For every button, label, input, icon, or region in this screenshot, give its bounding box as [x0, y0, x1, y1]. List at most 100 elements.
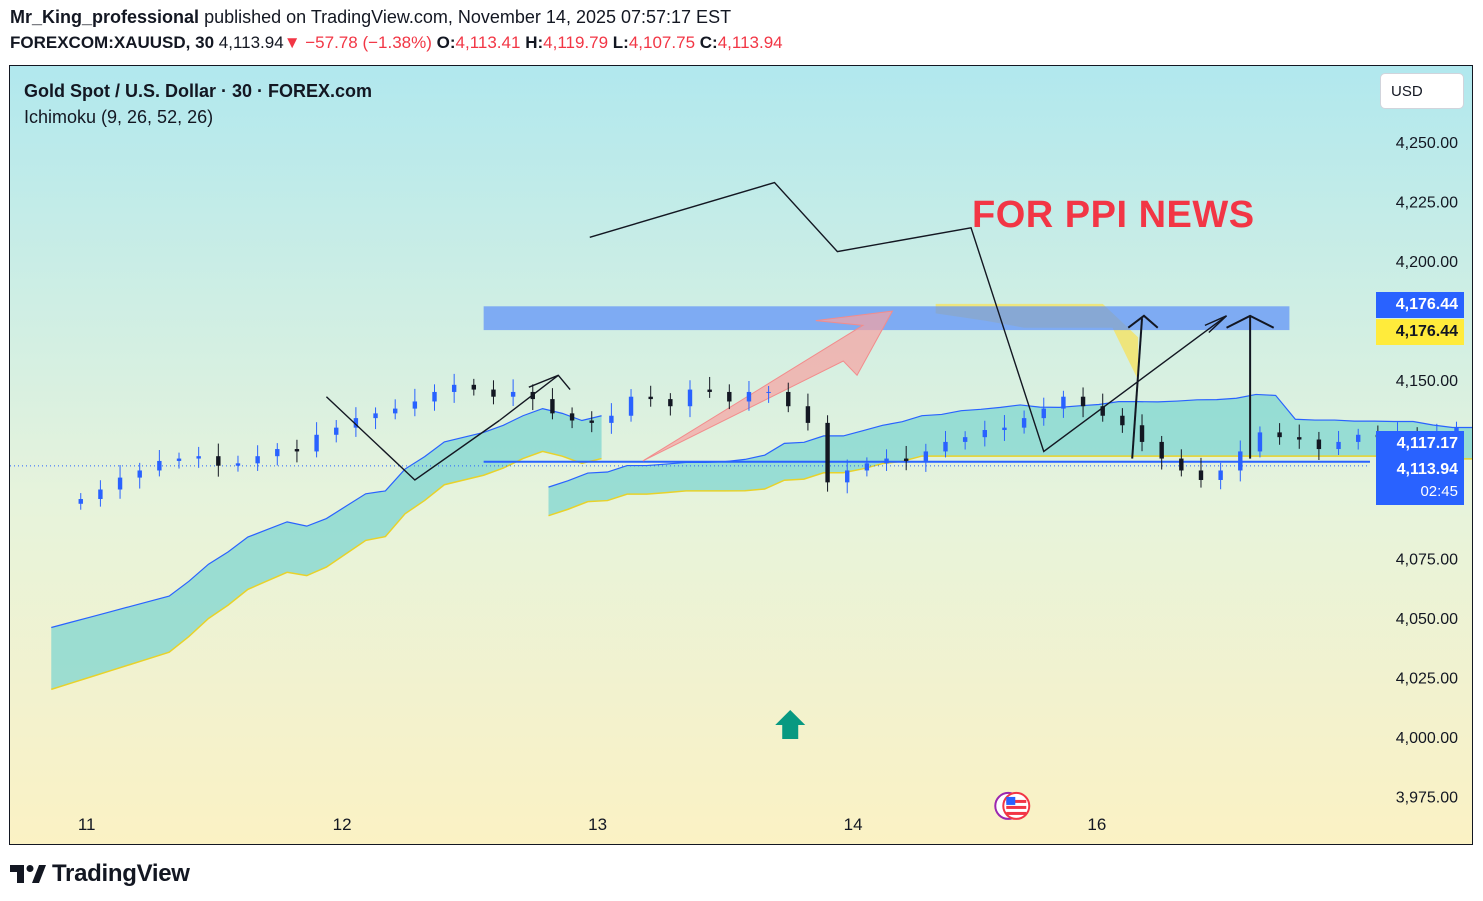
candle-body: [982, 430, 987, 438]
indicator-legend[interactable]: Ichimoku (9, 26, 52, 26): [24, 107, 214, 127]
candle-body: [1218, 470, 1223, 480]
current-price-value: 4,113.94: [1396, 461, 1458, 478]
candle-body: [1297, 437, 1302, 440]
candle-body: [845, 470, 850, 483]
candle-body: [1139, 425, 1145, 442]
candle-body: [1179, 458, 1184, 471]
kijun-price-tag: 4,176.44: [1376, 319, 1464, 345]
high-value: 4,119.79: [543, 33, 609, 52]
senkou-span-a-history: [51, 407, 602, 629]
breakout-arrowhead: [528, 374, 571, 391]
x-tick-label: 13: [588, 815, 607, 834]
candle-body: [1316, 439, 1322, 450]
candle-body: [648, 396, 653, 400]
candle-body: [275, 449, 280, 457]
y-tick-label: 4,075.00: [1396, 551, 1458, 568]
chart-area[interactable]: 4,250.00 4,225.00 4,200.00 4,150.00 4,075.00…: [9, 65, 1473, 845]
candle-body: [294, 449, 300, 452]
flag-stripe: [1006, 811, 1027, 815]
candle-body: [157, 460, 162, 471]
candle-body: [864, 463, 870, 471]
candle-body: [1238, 451, 1243, 471]
candle-body: [805, 406, 811, 423]
y-tick-label: 4,050.00: [1396, 611, 1458, 628]
candle-body: [1257, 432, 1263, 452]
candle-body: [707, 389, 712, 392]
y-tick-label: 4,025.00: [1396, 670, 1458, 687]
support-price-tag: 4,117.17: [1376, 431, 1464, 457]
forecast-arrow: [642, 310, 894, 462]
candle-body: [373, 413, 378, 419]
flag-stripe: [1006, 799, 1027, 803]
candle-body: [510, 391, 516, 397]
candle-body: [766, 391, 771, 393]
flag-stripe: [1006, 805, 1027, 809]
target-arrowhead-left: [1127, 314, 1159, 329]
candle-body: [1100, 406, 1105, 416]
candle-body: [1277, 432, 1282, 438]
close-label: C:: [699, 33, 718, 52]
price-chart[interactable]: 4,250.00 4,225.00 4,200.00 4,150.00 4,075.00…: [10, 66, 1472, 844]
senkou-span-a-line: [548, 393, 1472, 488]
candle-body: [117, 477, 123, 490]
candle-body: [1080, 396, 1086, 407]
x-tick-label: 16: [1087, 815, 1106, 834]
ichimoku-cloud-history: [51, 408, 602, 690]
candle-body: [1061, 396, 1066, 409]
candle-body: [216, 456, 221, 466]
published-text: published on TradingView.com, November 1…: [204, 7, 732, 27]
candle-body: [196, 456, 201, 459]
candle-body: [78, 499, 83, 504]
bar-countdown: 02:45: [1420, 483, 1458, 500]
candle-body: [255, 456, 260, 464]
candle-body: [1336, 441, 1341, 450]
author-name[interactable]: Mr_King_professional: [10, 7, 200, 27]
candle-body: [609, 415, 614, 423]
candle-body: [628, 396, 634, 416]
candle-body: [1120, 415, 1125, 426]
candle-body: [176, 458, 182, 461]
candle-body: [1159, 441, 1164, 459]
candle-body: [98, 489, 103, 500]
symbol-name: FOREXCOM:XAUUSD, 30: [10, 33, 215, 52]
candle-body: [1002, 427, 1007, 431]
candle-body: [589, 420, 594, 423]
candle-body: [668, 399, 673, 407]
last-price: 4,113.94: [218, 33, 284, 52]
y-tick-label: 3,975.00: [1396, 789, 1458, 806]
y-tick-label: 4,150.00: [1396, 373, 1458, 390]
candle-body: [727, 391, 732, 402]
ichimoku-cloud: [548, 394, 1472, 516]
candle-body: [235, 463, 241, 466]
chart-legend-title: Gold Spot / U.S. Dollar · 30 · FOREX.com: [24, 81, 373, 101]
breakout-line: [498, 374, 559, 422]
footer-brand: TradingView: [52, 860, 190, 887]
y-tick-label: 4,000.00: [1396, 730, 1458, 747]
candle-body: [687, 389, 693, 407]
price-change: −57.78 (−1.38%): [305, 33, 432, 52]
resistance-price-tag: 4,176.44: [1376, 292, 1464, 318]
candle-body: [393, 408, 398, 414]
tradingview-logo[interactable]: TradingView: [10, 860, 190, 887]
candle-body: [746, 391, 752, 402]
candle-body: [353, 418, 359, 428]
publish-info: Mr_King_professional published on Tradin…: [10, 7, 731, 28]
candle-body: [1041, 408, 1046, 419]
candle-body: [334, 427, 339, 435]
candle-body: [451, 384, 457, 392]
candle-body: [825, 422, 830, 483]
candle-body: [314, 434, 319, 452]
low-value: 4,107.75: [628, 33, 696, 52]
candle-body: [491, 389, 496, 397]
open-value: 4,113.41: [455, 33, 521, 52]
senkou-span-b-history: [51, 450, 602, 691]
x-tick-label: 11: [78, 815, 96, 834]
up-arrow-icon: [775, 710, 806, 740]
candle-body: [923, 451, 929, 461]
y-tick-label: 4,200.00: [1396, 254, 1458, 271]
y-tick-label: 4,250.00: [1396, 135, 1458, 152]
head-shoulders-line: [589, 181, 1227, 453]
low-label: L:: [612, 33, 629, 52]
currency-button[interactable]: USD: [1380, 73, 1464, 109]
open-label: O:: [436, 33, 456, 52]
